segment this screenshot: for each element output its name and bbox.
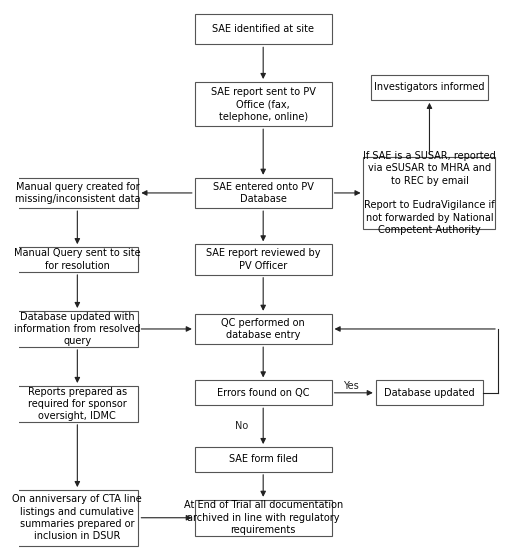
Text: SAE entered onto PV
Database: SAE entered onto PV Database <box>213 182 314 204</box>
FancyBboxPatch shape <box>16 386 138 422</box>
Text: Database updated with
information from resolved
query: Database updated with information from r… <box>14 311 141 347</box>
FancyBboxPatch shape <box>195 14 332 45</box>
FancyBboxPatch shape <box>195 82 332 126</box>
FancyBboxPatch shape <box>16 490 138 546</box>
Text: SAE identified at site: SAE identified at site <box>212 24 314 34</box>
FancyBboxPatch shape <box>364 157 496 229</box>
FancyBboxPatch shape <box>16 247 138 272</box>
Text: SAE report reviewed by
PV Officer: SAE report reviewed by PV Officer <box>206 248 321 271</box>
Text: On anniversary of CTA line
listings and cumulative
summaries prepared or
inclusi: On anniversary of CTA line listings and … <box>12 494 142 541</box>
FancyBboxPatch shape <box>195 314 332 344</box>
FancyBboxPatch shape <box>376 381 483 405</box>
Text: Manual Query sent to site
for resolution: Manual Query sent to site for resolution <box>14 248 141 271</box>
Text: SAE form filed: SAE form filed <box>229 454 297 464</box>
FancyBboxPatch shape <box>195 381 332 405</box>
Text: Database updated: Database updated <box>384 388 475 398</box>
FancyBboxPatch shape <box>16 311 138 347</box>
FancyBboxPatch shape <box>16 177 138 208</box>
Text: SAE report sent to PV
Office (fax,
telephone, online): SAE report sent to PV Office (fax, telep… <box>211 86 315 122</box>
Text: Yes: Yes <box>344 381 359 391</box>
FancyBboxPatch shape <box>371 75 488 100</box>
Text: Manual query created for
missing/inconsistent data: Manual query created for missing/inconsi… <box>14 182 140 204</box>
FancyBboxPatch shape <box>195 244 332 275</box>
FancyBboxPatch shape <box>195 447 332 472</box>
Text: Errors found on QC: Errors found on QC <box>217 388 309 398</box>
FancyBboxPatch shape <box>195 177 332 208</box>
Text: If SAE is a SUSAR, reported
via eSUSAR to MHRA and
to REC by email

Report to Eu: If SAE is a SUSAR, reported via eSUSAR t… <box>363 151 496 235</box>
Text: Investigators informed: Investigators informed <box>374 83 485 93</box>
Text: No: No <box>234 421 248 431</box>
Text: Reports prepared as
required for sponsor
oversight, IDMC: Reports prepared as required for sponsor… <box>28 387 127 421</box>
Text: QC performed on
database entry: QC performed on database entry <box>221 318 305 340</box>
FancyBboxPatch shape <box>195 500 332 536</box>
Text: At End of Trial all documentation
archived in line with regulatory
requirements: At End of Trial all documentation archiv… <box>184 501 343 535</box>
